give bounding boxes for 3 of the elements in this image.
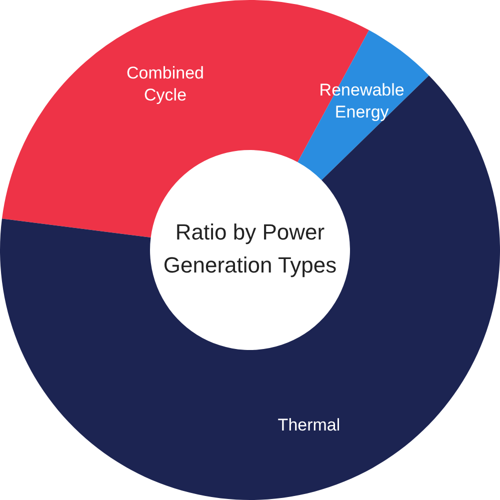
slice-label: Combined Cycle [126,64,204,105]
slice-label: Thermal [278,416,340,435]
text: Ratio by Power Generation Types [163,220,337,278]
